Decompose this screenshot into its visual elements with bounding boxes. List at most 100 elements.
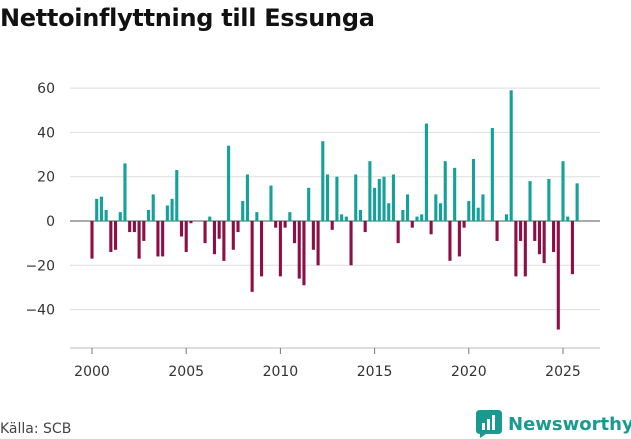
bar	[311, 221, 315, 250]
bar	[250, 221, 254, 292]
bar	[109, 221, 113, 253]
bar	[307, 187, 311, 221]
bar	[208, 216, 212, 221]
bar	[537, 221, 541, 255]
bar	[330, 221, 334, 230]
bar	[288, 212, 292, 221]
bar	[420, 214, 424, 221]
bar	[269, 185, 273, 221]
bar	[292, 221, 297, 244]
y-tick-label: 20	[37, 170, 55, 186]
x-axis: 2000 2005 2010 2015 2020 2025	[70, 347, 600, 380]
bar	[490, 127, 494, 221]
y-tick-label: −40	[25, 303, 55, 319]
bar	[146, 209, 151, 221]
bar	[368, 161, 372, 221]
brand-logo: Newsworthy	[476, 410, 631, 438]
bar	[523, 221, 527, 277]
bar	[151, 194, 155, 221]
bar	[415, 216, 419, 221]
bar	[212, 221, 217, 255]
bar	[170, 198, 174, 221]
bar	[316, 221, 320, 266]
y-axis: 60 40 20 0 −20 −40	[25, 81, 55, 319]
x-tick-label: 2015	[357, 364, 393, 380]
bar	[467, 201, 471, 221]
y-tick-label: 0	[46, 214, 55, 230]
bar	[114, 221, 118, 250]
bar	[142, 221, 146, 241]
bar	[274, 221, 278, 228]
chart-title: Nettoinflyttning till Essunga	[0, 4, 375, 32]
bar	[118, 212, 122, 221]
bar	[561, 161, 565, 221]
bar	[123, 163, 127, 221]
bar	[335, 176, 339, 221]
bar	[519, 221, 523, 241]
bars	[90, 90, 579, 330]
bar	[429, 221, 433, 235]
x-tick-label: 2005	[168, 364, 204, 380]
bar	[387, 203, 391, 221]
bar	[344, 216, 348, 221]
bar	[222, 221, 226, 261]
bar	[373, 187, 377, 221]
bar	[278, 221, 282, 277]
bar	[542, 221, 546, 264]
bar	[203, 221, 207, 244]
bar	[552, 221, 556, 253]
bar	[575, 183, 579, 221]
bar	[462, 221, 466, 228]
bar	[382, 176, 386, 221]
bar	[396, 221, 400, 244]
x-tick-label: 2010	[263, 364, 299, 380]
x-tick-label: 2025	[545, 364, 581, 380]
bar	[189, 221, 193, 224]
bar	[245, 174, 249, 221]
bar	[401, 209, 405, 221]
bar	[349, 221, 353, 266]
bar	[184, 221, 188, 253]
bar	[504, 214, 509, 221]
source-credit: Källa: SCB	[0, 421, 72, 437]
bar	[128, 221, 132, 233]
bar	[358, 209, 363, 221]
bar	[227, 145, 231, 221]
bar	[570, 221, 574, 275]
bar	[406, 194, 410, 221]
bar	[260, 221, 264, 277]
y-tick-label: 40	[37, 125, 55, 141]
bar	[377, 178, 381, 221]
bar	[156, 221, 160, 257]
bar	[241, 201, 245, 221]
bar	[556, 221, 560, 330]
bar	[528, 181, 532, 221]
bar	[509, 90, 513, 221]
y-tick-label: −20	[25, 258, 55, 274]
brand-name: Newsworthy	[508, 413, 631, 435]
bar	[90, 221, 94, 259]
bar	[566, 216, 570, 221]
bar	[495, 221, 499, 241]
x-tick-label: 2020	[451, 364, 487, 380]
bar	[471, 158, 476, 221]
bar	[297, 221, 301, 279]
newsworthy-logo-icon	[476, 410, 502, 438]
bar	[457, 221, 461, 257]
bar	[132, 221, 136, 233]
bar	[95, 198, 99, 221]
bar	[104, 209, 108, 221]
y-tick-label: 60	[37, 81, 55, 97]
bar	[283, 221, 287, 228]
bar	[391, 174, 395, 221]
bar	[161, 221, 165, 257]
bar	[231, 221, 235, 250]
bar	[302, 221, 306, 286]
bar	[410, 221, 414, 228]
bar	[255, 212, 259, 221]
bar	[179, 221, 184, 237]
bar	[438, 203, 443, 221]
bar	[514, 221, 518, 277]
bar	[99, 196, 103, 221]
